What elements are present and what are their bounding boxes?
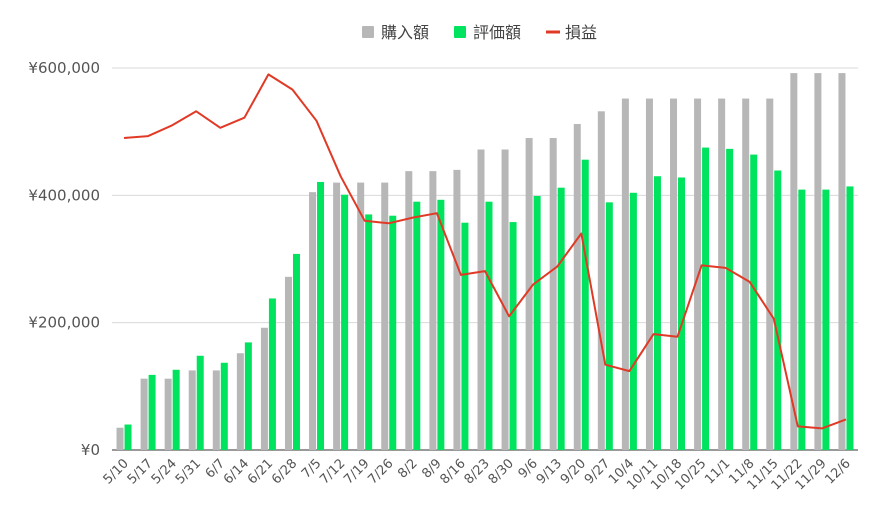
legend-swatch [362,26,374,38]
legend-label: 損益 [565,23,597,42]
bar-valuation [437,199,445,450]
bar-valuation [244,342,252,450]
bar-purchase [718,98,726,450]
x-tick-label: 8/2 [395,456,420,481]
bar-valuation [557,187,565,450]
bar-purchase [838,73,846,451]
x-tick-label: 7/19 [341,456,372,487]
bar-purchase [670,98,678,450]
bar-purchase [501,149,509,450]
x-tick-label: 5/31 [173,456,204,487]
bar-purchase [188,370,196,450]
bar-valuation [750,154,758,450]
x-tick-label: 12/6 [823,456,854,487]
bar-purchase [140,378,148,450]
bar-purchase [116,427,124,450]
bar-purchase [236,353,244,450]
bar-purchase [621,98,629,450]
bar-purchase [525,138,533,451]
bar-valuation [509,222,517,450]
bar-valuation [268,298,276,450]
bar-valuation [413,201,421,450]
bar-valuation [798,189,806,450]
bar-purchase [549,138,557,451]
x-tick-label: 5/10 [101,456,132,487]
x-tick-label: 9/20 [558,456,589,487]
bar-purchase [284,276,292,450]
bar-purchase [573,124,581,450]
bar-purchase [381,182,389,450]
bar-purchase [766,98,774,450]
x-tick-label: 6/28 [269,456,300,487]
bar-valuation [196,355,204,450]
bar-valuation [533,195,541,450]
bar-purchase [477,149,485,450]
bar-valuation [678,177,686,451]
bar-purchase [814,73,822,451]
bar-valuation [822,189,830,450]
bar-valuation [220,362,228,450]
bar-valuation [124,424,132,450]
bar-purchase [742,98,750,450]
legend-label: 評価額 [473,23,521,42]
bar-purchase [260,327,268,450]
bar-purchase [790,73,798,451]
legend-label: 購入額 [381,23,429,42]
bar-valuation [341,194,349,450]
legend: 購入額 評価額 損益 [362,23,597,42]
x-tick-label: 6/14 [221,456,252,487]
bar-purchase [357,182,365,450]
bar-purchase [333,182,341,450]
bar-purchase [453,169,461,450]
x-tick-label: 7/12 [317,456,348,487]
bar-valuation [172,369,180,450]
x-tick-label: 8/16 [438,456,469,487]
x-axis-ticks: 5/105/175/245/316/76/146/216/287/57/127/… [101,456,854,493]
line-series [123,73,847,430]
y-tick-label: ¥0 [81,441,100,459]
bar-purchase [309,192,317,450]
bar-purchase [597,111,605,450]
x-tick-label: 11/1 [702,456,733,487]
bar-valuation [581,159,589,450]
x-tick-label: 5/17 [125,456,156,487]
bar-purchase [645,98,653,450]
bar-valuation [846,186,854,451]
bar-valuation [389,215,397,450]
x-tick-label: 5/24 [149,456,180,487]
bar-valuation [317,181,325,451]
bar-valuation [605,202,613,450]
bar-valuation [629,192,637,450]
x-tick-label: 7/26 [365,456,396,487]
bar-series [116,73,854,451]
legend-swatch [454,26,466,38]
y-axis-ticks: ¥0 ¥200,000 ¥400,000 ¥600,000 [28,59,100,459]
y-tick-label: ¥400,000 [28,186,100,204]
x-tick-label: 8/23 [462,456,493,487]
gridlines [112,67,858,451]
line-profit-loss [123,73,847,430]
x-tick-label: 9/27 [582,456,613,487]
x-tick-label: 9/13 [534,456,565,487]
x-tick-label: 6/21 [245,456,276,487]
bar-valuation [292,253,300,450]
bar-valuation [148,374,156,450]
bar-purchase [429,171,437,450]
bar-valuation [726,148,734,450]
y-tick-label: ¥600,000 [28,59,100,77]
bar-valuation [702,147,710,451]
bar-valuation [461,222,469,450]
y-tick-label: ¥200,000 [28,314,100,332]
x-tick-label: 8/30 [486,456,517,487]
bar-purchase [164,378,172,450]
bar-valuation [653,176,661,450]
bar-purchase [405,171,413,450]
bar-purchase [212,370,220,450]
bar-valuation [774,170,782,450]
bar-valuation [365,214,373,450]
bar-valuation [485,201,493,450]
